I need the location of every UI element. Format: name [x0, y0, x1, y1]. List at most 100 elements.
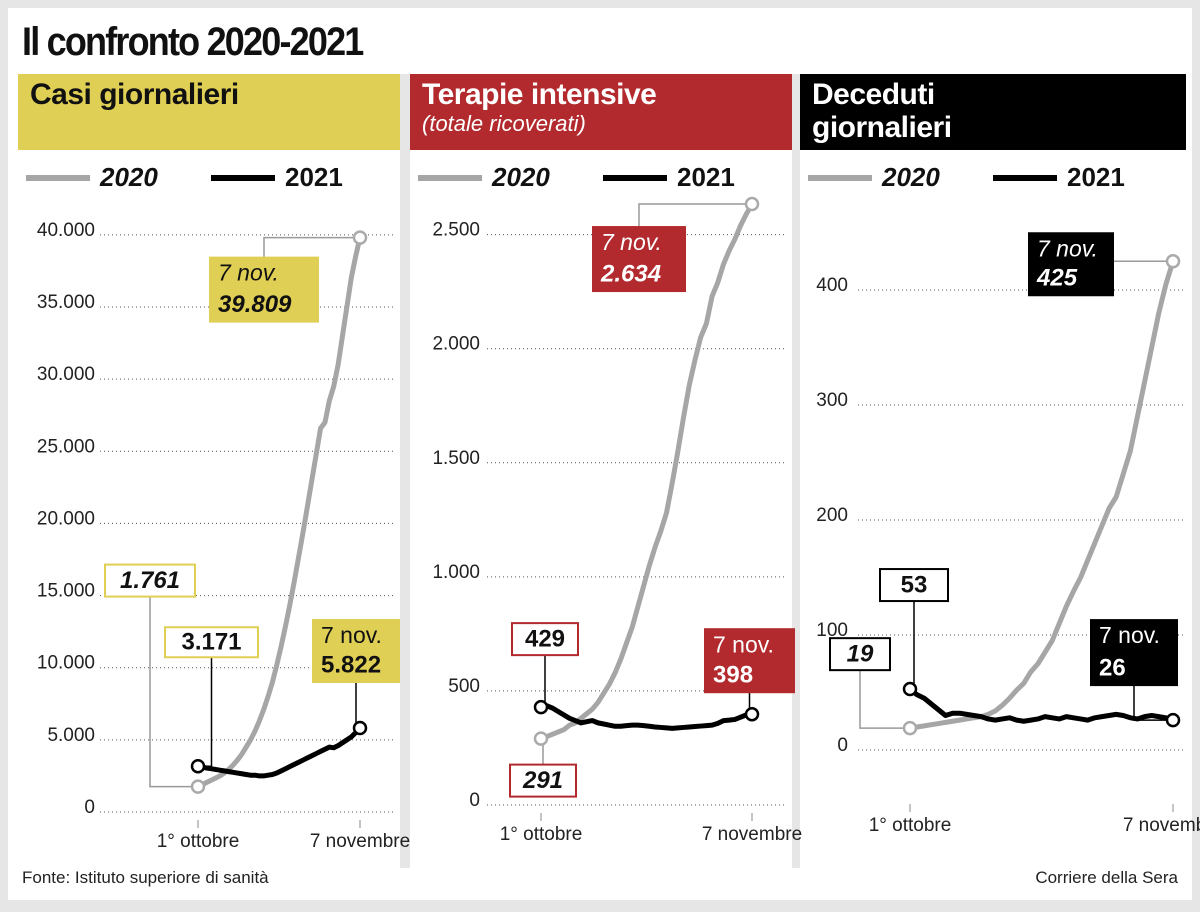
- leader-line: [263, 236, 360, 258]
- legend-label: 2020: [491, 162, 550, 192]
- panel-title: Terapie intensive: [422, 78, 657, 111]
- legend-label: 2020: [881, 162, 940, 192]
- y-tick-label: 300: [816, 390, 848, 411]
- point: [744, 196, 760, 212]
- label-box: [509, 763, 577, 798]
- label-box: [829, 637, 891, 672]
- point: [902, 681, 918, 697]
- label-box: [164, 626, 259, 659]
- y-tick-label: 1.000: [432, 562, 480, 583]
- point: [352, 720, 368, 736]
- page: Il confronto 2020-2021 Fonte: Istituto s…: [8, 8, 1192, 900]
- label-note: 7 nov.: [1099, 622, 1160, 648]
- y-tick-label: 500: [448, 676, 480, 697]
- data-label: 3.171: [181, 629, 241, 656]
- label-note: 7 nov.: [321, 622, 382, 648]
- leader-line: [859, 670, 910, 729]
- separator: [400, 74, 410, 868]
- panel-title: Casi giornalieri: [30, 78, 239, 111]
- data-label: 425: [1036, 265, 1078, 292]
- data-label: 5.822: [321, 651, 381, 678]
- y-tick-label: 2.000: [432, 334, 480, 355]
- y-tick-label: 25.000: [37, 436, 95, 457]
- y-tick-label: 15.000: [37, 581, 95, 602]
- y-tick-label: 5.000: [47, 725, 95, 746]
- label-box: [879, 568, 949, 603]
- leader-line: [1133, 685, 1173, 721]
- y-tick-label: 0: [84, 797, 95, 818]
- data-label: 39.809: [218, 291, 292, 318]
- y-tick-label: 40.000: [37, 220, 95, 241]
- y-tick-label: 400: [816, 275, 848, 296]
- x-tick-label: 1° ottobre: [869, 815, 952, 836]
- legend-label: 2021: [677, 162, 735, 192]
- label-box: [312, 618, 400, 683]
- y-tick-label: 2.500: [432, 220, 480, 241]
- point: [533, 731, 549, 746]
- panel-header: Terapie intensive (totale ricoverati): [410, 74, 792, 150]
- data-label: 398: [713, 662, 753, 689]
- leader-line: [198, 657, 213, 767]
- y-tick-label: 0: [469, 790, 480, 811]
- x-tick-label: 7 novembre: [1123, 815, 1200, 836]
- label-box: [511, 622, 579, 657]
- data-label: 291: [522, 767, 563, 794]
- y-tick-label: 100: [816, 620, 848, 641]
- data-label: 1.761: [120, 567, 180, 594]
- line: [197, 726, 362, 779]
- data-label: 429: [525, 625, 565, 652]
- y-tick-label: 200: [816, 505, 848, 526]
- source: Fonte: Istituto superiore di sanità: [22, 868, 269, 887]
- label-note: 7 nov.: [601, 229, 662, 255]
- point: [190, 779, 206, 794]
- x-tick-label: 7 novembre: [310, 831, 410, 852]
- point: [1165, 254, 1181, 269]
- legend-label: 2021: [285, 162, 343, 192]
- x-tick-label: 1° ottobre: [500, 824, 583, 845]
- y-tick-label: 0: [837, 735, 848, 756]
- x-tick-label: 1° ottobre: [157, 831, 240, 852]
- legend-label: 2021: [1067, 162, 1125, 192]
- label-box: [104, 563, 196, 598]
- point: [533, 699, 549, 715]
- y-tick-label: 10.000: [37, 653, 95, 674]
- page-title: Il confronto 2020-2021: [22, 20, 364, 64]
- line: [909, 260, 1176, 731]
- data-label: 19: [847, 640, 874, 667]
- label-box: [209, 256, 319, 323]
- label-box: [1090, 619, 1178, 687]
- point: [352, 230, 368, 245]
- panel-title: Deceduti giornalieri: [812, 78, 952, 144]
- panel-header: Deceduti giornalieri: [800, 74, 1186, 150]
- leader-line: [910, 601, 915, 690]
- leader-line: [149, 596, 198, 788]
- panel-header: Casi giornalieri: [18, 74, 400, 150]
- y-tick-label: 35.000: [37, 292, 95, 313]
- leader-line: [638, 203, 752, 228]
- data-label: 26: [1099, 654, 1126, 681]
- point: [1165, 712, 1181, 728]
- line: [540, 703, 753, 731]
- x-tick-label: 7 novembre: [702, 824, 802, 845]
- label-note: 7 nov.: [1037, 235, 1098, 261]
- legend-label: 2020: [99, 162, 158, 192]
- label-note: 7 nov.: [218, 260, 279, 286]
- label-box: [1028, 232, 1114, 297]
- panel-subtitle: (totale ricoverati): [422, 111, 586, 136]
- separator: [792, 74, 800, 868]
- label-note: 7 nov.: [713, 631, 774, 657]
- y-tick-label: 1.500: [432, 448, 480, 469]
- point: [902, 720, 918, 736]
- y-tick-label: 30.000: [37, 364, 95, 385]
- point: [190, 758, 206, 774]
- data-label: 2.634: [600, 260, 661, 287]
- line: [908, 687, 1174, 724]
- data-label: 53: [901, 571, 928, 598]
- label-box: [592, 226, 686, 293]
- label-box: [704, 628, 795, 694]
- y-tick-label: 20.000: [37, 508, 95, 529]
- credit: Corriere della Sera: [1035, 868, 1178, 887]
- point: [744, 706, 760, 722]
- leader-line: [541, 655, 546, 708]
